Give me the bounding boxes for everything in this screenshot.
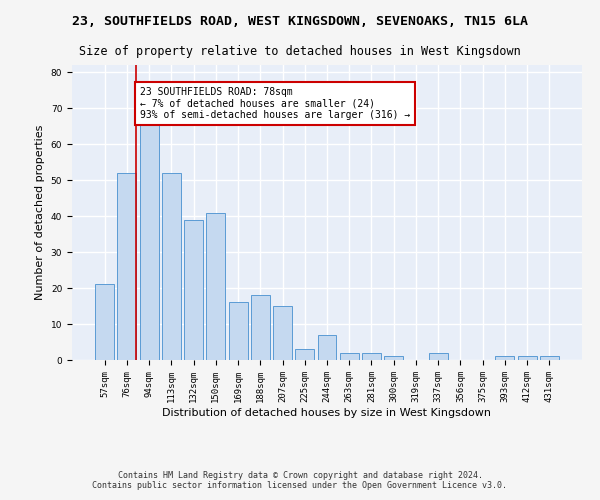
Bar xyxy=(340,353,359,360)
Text: 23 SOUTHFIELDS ROAD: 78sqm
← 7% of detached houses are smaller (24)
93% of semi-: 23 SOUTHFIELDS ROAD: 78sqm ← 7% of detac… xyxy=(140,86,410,120)
Bar xyxy=(429,353,448,360)
Y-axis label: Number of detached properties: Number of detached properties xyxy=(35,125,45,300)
Bar xyxy=(295,349,314,360)
Bar xyxy=(184,220,203,360)
Bar xyxy=(118,173,136,360)
Bar xyxy=(95,284,114,360)
Bar xyxy=(229,302,248,360)
Bar xyxy=(273,306,292,360)
Text: 23, SOUTHFIELDS ROAD, WEST KINGSDOWN, SEVENOAKS, TN15 6LA: 23, SOUTHFIELDS ROAD, WEST KINGSDOWN, SE… xyxy=(72,15,528,28)
Bar xyxy=(206,212,225,360)
Bar xyxy=(496,356,514,360)
Bar xyxy=(362,353,381,360)
Text: Contains HM Land Registry data © Crown copyright and database right 2024.
Contai: Contains HM Land Registry data © Crown c… xyxy=(92,470,508,490)
Bar xyxy=(384,356,403,360)
X-axis label: Distribution of detached houses by size in West Kingsdown: Distribution of detached houses by size … xyxy=(163,408,491,418)
Bar xyxy=(540,356,559,360)
Bar xyxy=(518,356,536,360)
Bar xyxy=(140,116,158,360)
Bar xyxy=(317,335,337,360)
Bar xyxy=(162,173,181,360)
Text: Size of property relative to detached houses in West Kingsdown: Size of property relative to detached ho… xyxy=(79,45,521,58)
Bar xyxy=(251,295,270,360)
